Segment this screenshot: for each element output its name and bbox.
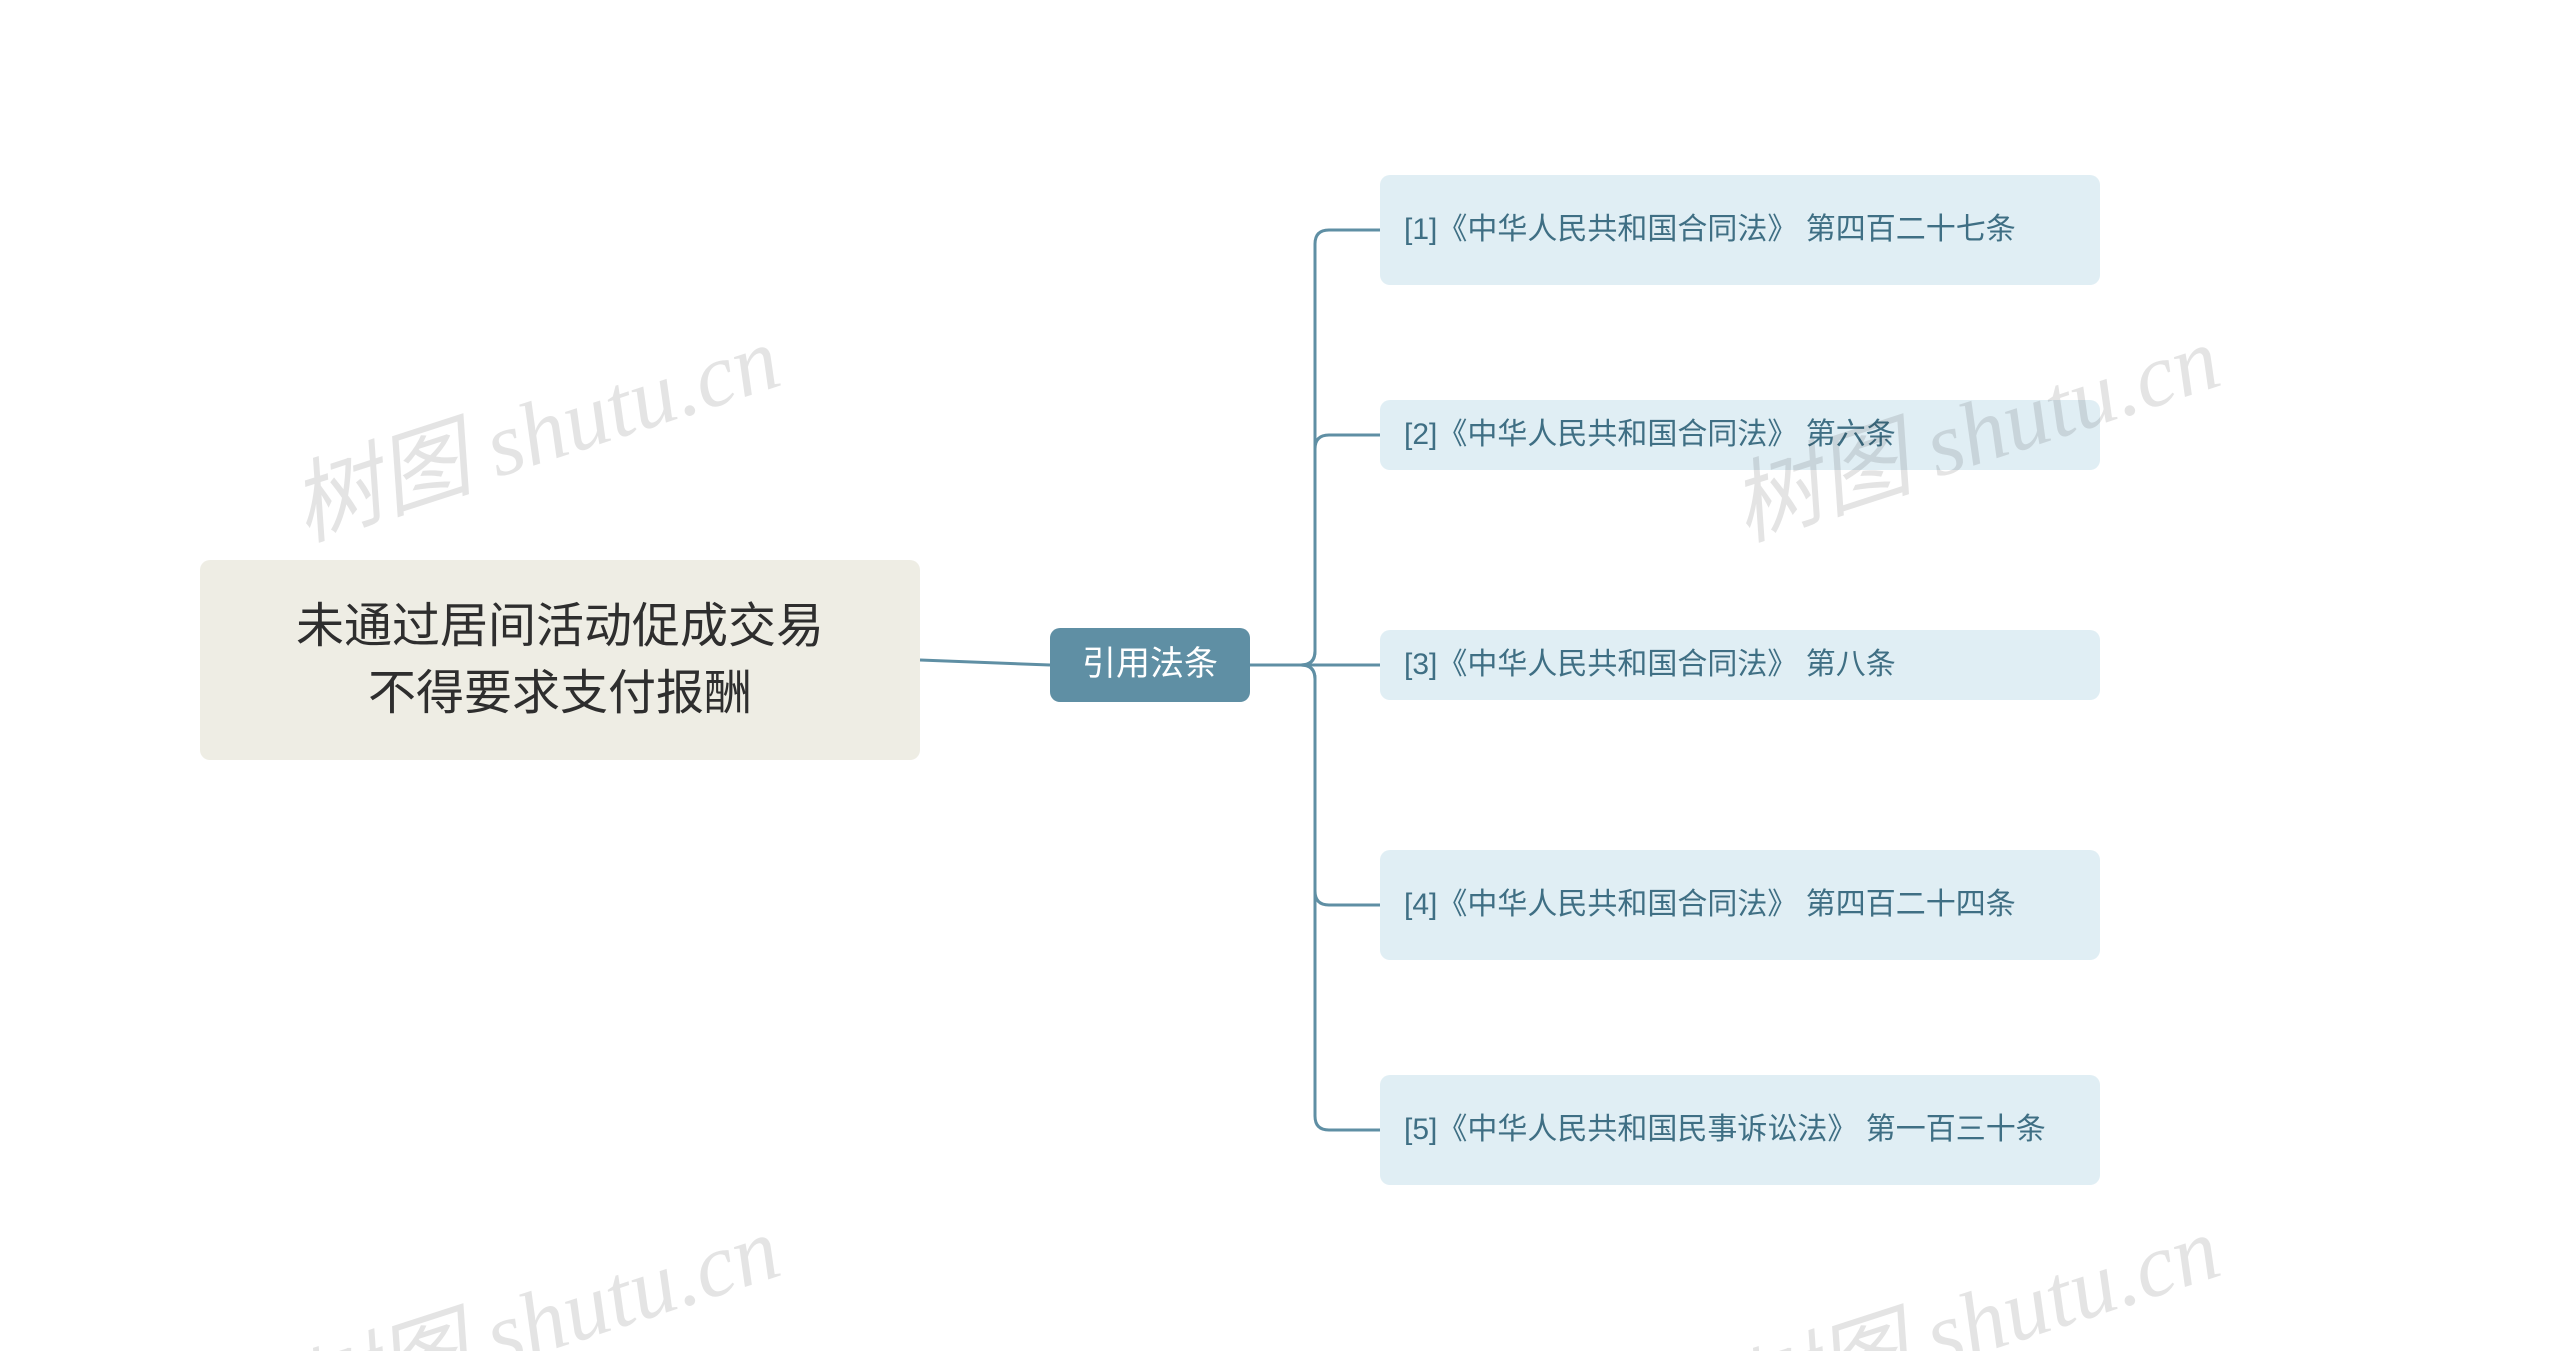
leaf-label: [2]《中华人民共和国合同法》 第六条 <box>1404 414 1896 456</box>
connector <box>1250 230 1380 665</box>
connector <box>1250 665 1380 905</box>
leaf-node-1[interactable]: [1]《中华人民共和国合同法》 第四百二十七条 <box>1380 175 2100 285</box>
leaf-label: [4]《中华人民共和国合同法》 第四百二十四条 <box>1404 884 2016 926</box>
root-text-line1: 未通过居间活动促成交易 <box>296 593 824 660</box>
leaf-node-3[interactable]: [3]《中华人民共和国合同法》 第八条 <box>1380 630 2100 700</box>
mid-node-citations[interactable]: 引用法条 <box>1050 628 1250 702</box>
connector <box>1250 435 1380 665</box>
leaf-label: [3]《中华人民共和国合同法》 第八条 <box>1404 644 1896 686</box>
mindmap-canvas: 未通过居间活动促成交易 不得要求支付报酬 引用法条 [1]《中华人民共和国合同法… <box>0 0 2560 1351</box>
leaf-label: [5]《中华人民共和国民事诉讼法》 第一百三十条 <box>1404 1109 2046 1151</box>
leaf-node-4[interactable]: [4]《中华人民共和国合同法》 第四百二十四条 <box>1380 850 2100 960</box>
leaf-node-5[interactable]: [5]《中华人民共和国民事诉讼法》 第一百三十条 <box>1380 1075 2100 1185</box>
watermark: 树图 shutu.cn <box>1712 1175 2232 1351</box>
root-node[interactable]: 未通过居间活动促成交易 不得要求支付报酬 <box>200 560 920 760</box>
connector <box>920 660 1050 665</box>
mid-node-label: 引用法条 <box>1082 641 1218 689</box>
leaf-node-2[interactable]: [2]《中华人民共和国合同法》 第六条 <box>1380 400 2100 470</box>
leaf-label: [1]《中华人民共和国合同法》 第四百二十七条 <box>1404 209 2016 251</box>
watermark: 树图 shutu.cn <box>272 1175 792 1351</box>
connector <box>1250 665 1380 1130</box>
watermark: 树图 shutu.cn <box>272 285 792 565</box>
root-text-line2: 不得要求支付报酬 <box>296 660 824 727</box>
